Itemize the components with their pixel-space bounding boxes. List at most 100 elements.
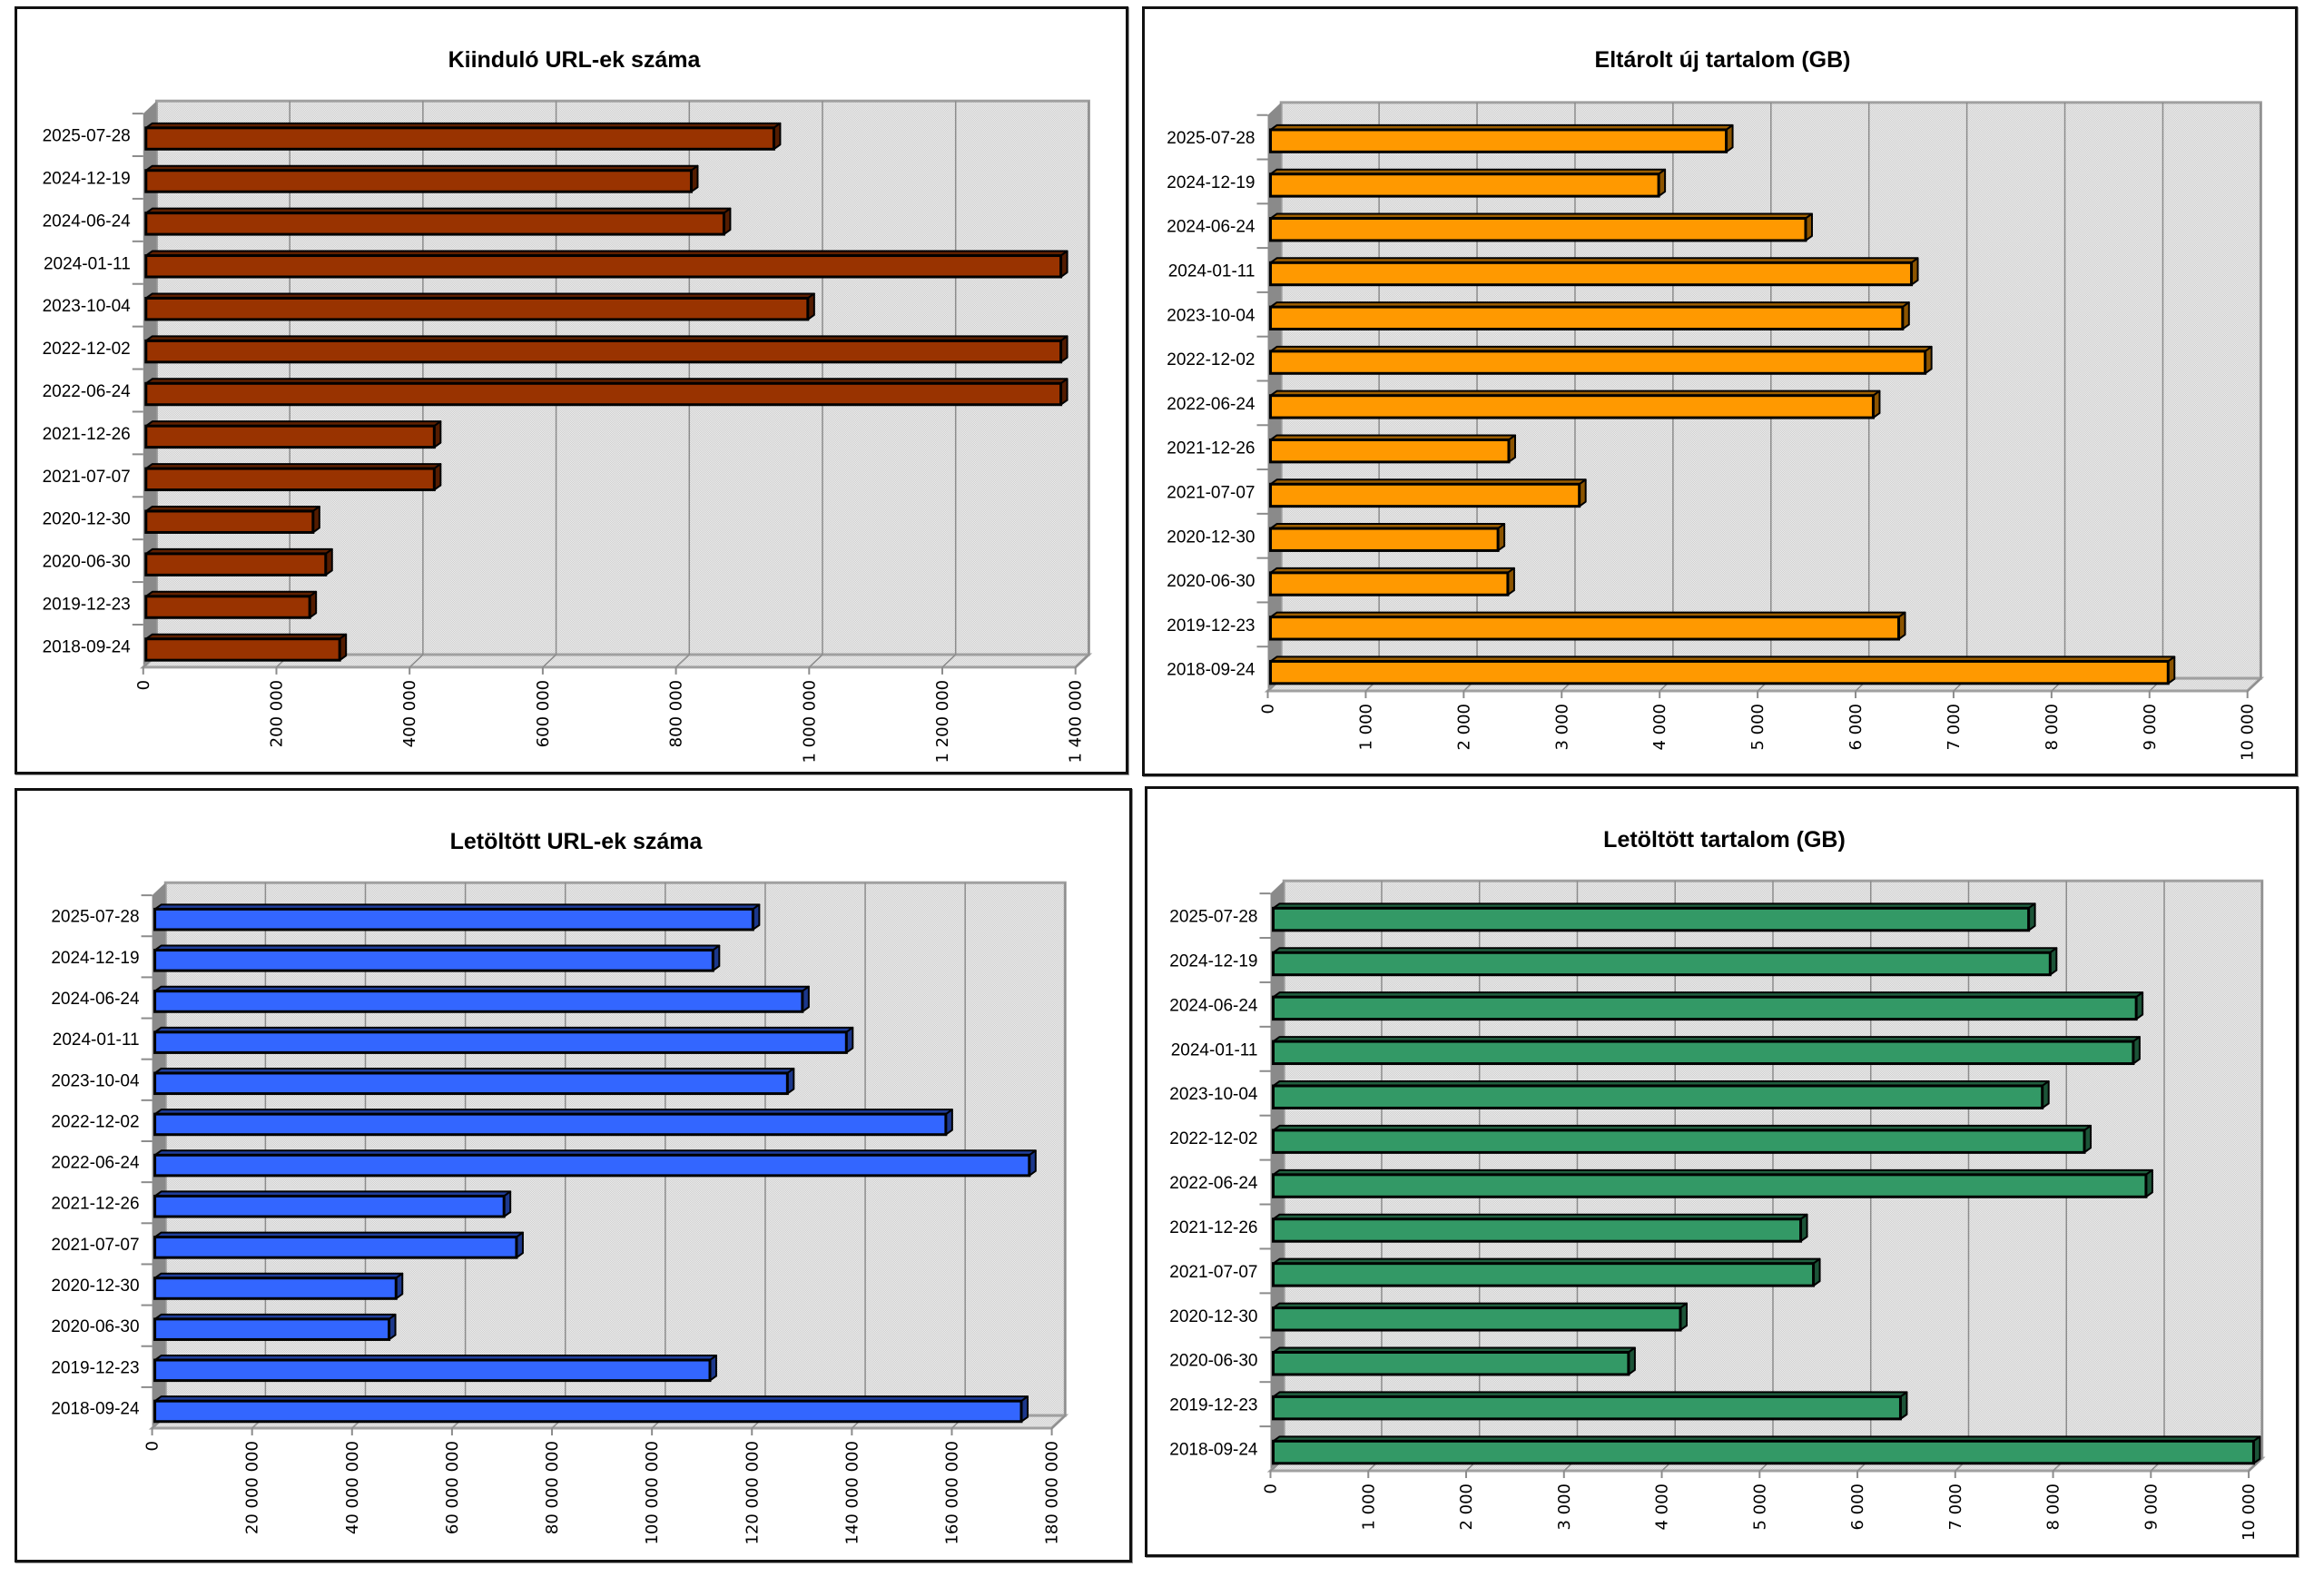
bar <box>153 903 761 932</box>
y-category-label: 2024-12-19 <box>43 169 131 188</box>
bar <box>1272 1124 2093 1154</box>
y-category-label: 2020-12-30 <box>1167 527 1255 547</box>
chart-panel-eltarolt-uj-tartalom: Eltárolt új tartalom (GB) 0 1 000 2 000 3 00… <box>1142 6 2298 776</box>
bar-front-face <box>144 339 1063 364</box>
chart-panel-letoltott-url: Letöltött URL-ek száma 0 20 000 000 40 000 … <box>15 788 1132 1562</box>
bar <box>144 420 442 449</box>
bar-front-face <box>153 949 714 972</box>
bar <box>153 1395 1029 1424</box>
x-tick-label: 9 000 <box>2142 1484 2161 1531</box>
bar <box>1272 1257 1821 1287</box>
y-category-label: 2021-12-26 <box>1169 1218 1257 1237</box>
y-category-label: 2023-10-04 <box>1167 306 1256 325</box>
bar <box>1269 567 1515 596</box>
y-category-label: 2021-07-07 <box>1167 483 1255 502</box>
bar-front-face <box>1272 1040 2135 1066</box>
y-category-label: 2021-12-26 <box>1167 439 1255 458</box>
bar-front-face <box>1269 261 1914 287</box>
x-tick-label: 0 <box>143 1441 162 1451</box>
chart-kiindulo-url: Kiinduló URL-ek száma 0 200 000 400 000 600 … <box>43 47 1093 764</box>
x-tick-label: 180 000 000 <box>1043 1441 1062 1545</box>
y-category-label: 2022-06-24 <box>1167 395 1256 414</box>
bar <box>144 547 333 577</box>
bar-front-face <box>144 509 315 534</box>
bar-front-face <box>1272 995 2138 1021</box>
x-tick-label: 4 000 <box>1650 704 1669 751</box>
y-category-label: 2018-09-24 <box>43 637 132 656</box>
x-tick-label: 10 000 <box>2239 704 2258 761</box>
x-tick-label: 3 000 <box>1555 1484 1574 1531</box>
floor-gridline <box>675 654 690 668</box>
x-tick-label: 1 400 000 <box>1067 680 1086 764</box>
bar <box>1269 345 1933 375</box>
y-category-label: 2020-12-30 <box>1169 1307 1257 1326</box>
y-category-label: 2024-01-11 <box>53 1030 140 1050</box>
y-category-label: 2025-07-28 <box>43 127 131 146</box>
x-tick-label: 40 000 000 <box>343 1441 362 1534</box>
bar-front-face <box>1272 906 2031 932</box>
bar <box>144 378 1068 407</box>
chart-title: Eltárolt új tartalom (GB) <box>1595 47 1851 73</box>
bar-front-face <box>1272 1439 2255 1465</box>
x-tick-label: 160 000 000 <box>942 1441 961 1545</box>
chart-panel-letoltott-tartalom: Letöltött tartalom (GB) 0 1 000 2 000 3 000 4… <box>1145 786 2299 1557</box>
bar-front-face <box>1272 1173 2148 1198</box>
floor-gridline <box>2248 1457 2263 1472</box>
chart-title: Letöltött tartalom (GB) <box>1603 827 1846 853</box>
bar <box>1269 168 1667 198</box>
bar <box>144 164 699 193</box>
bar-front-face <box>1269 616 1901 641</box>
bar <box>1269 301 1910 330</box>
y-category-label: 2024-12-19 <box>1167 173 1255 192</box>
bar <box>153 985 810 1013</box>
chart-letoltott-url: Letöltött URL-ek száma 0 20 000 000 40 000 … <box>51 829 1069 1545</box>
x-tick-label: 6 000 <box>1846 704 1866 751</box>
bar-front-face <box>1269 350 1927 375</box>
bar-front-face <box>144 254 1063 279</box>
chart-letoltott-tartalom: Letöltött tartalom (GB) 0 1 000 2 000 3 000 4… <box>1169 827 2266 1541</box>
bar <box>144 463 442 492</box>
bar <box>1269 478 1587 508</box>
bar-front-face <box>144 424 436 449</box>
y-category-label: 2024-06-24 <box>43 212 132 231</box>
y-category-label: 2021-07-07 <box>51 1236 139 1255</box>
bar <box>1272 1036 2141 1066</box>
y-category-label: 2022-12-02 <box>51 1112 139 1131</box>
bar-front-face <box>144 126 775 151</box>
y-category-label: 2021-12-26 <box>51 1195 139 1214</box>
x-tick-label: 200 000 <box>267 680 286 747</box>
bar <box>1272 991 2144 1021</box>
bar <box>144 207 732 236</box>
y-category-label: 2021-07-07 <box>1169 1263 1257 1282</box>
y-category-label: 2024-01-11 <box>1168 262 1256 281</box>
y-category-label: 2022-06-24 <box>51 1154 140 1173</box>
y-category-label: 2025-07-28 <box>1167 129 1255 148</box>
y-category-label: 2019-12-23 <box>51 1358 139 1377</box>
bar-front-face <box>153 1112 948 1137</box>
y-category-label: 2021-12-26 <box>43 425 131 444</box>
bar-front-face <box>1272 1129 2086 1154</box>
bar-front-face <box>1272 1084 2044 1109</box>
bar-front-face <box>1269 527 1500 552</box>
y-category-label: 2020-06-30 <box>51 1317 139 1336</box>
y-category-label: 2025-07-28 <box>51 908 139 927</box>
x-tick-label: 5 000 <box>1748 704 1768 751</box>
x-tick-label: 5 000 <box>1750 1484 1769 1531</box>
y-category-label: 2019-12-23 <box>43 596 131 615</box>
bar-front-face <box>144 381 1063 407</box>
y-category-label: 2024-01-11 <box>44 254 131 273</box>
y-category-label: 2022-06-24 <box>1169 1174 1258 1193</box>
bar <box>144 250 1068 279</box>
chart-title: Letöltött URL-ek száma <box>450 829 704 854</box>
x-tick-label: 80 000 000 <box>543 1441 562 1534</box>
y-category-label: 2023-10-04 <box>51 1071 140 1090</box>
bar-front-face <box>144 552 328 577</box>
bar <box>1272 902 2036 932</box>
bar-front-face <box>153 907 754 932</box>
x-tick-label: 1 000 <box>1359 1484 1378 1531</box>
floor-gridline <box>542 654 557 668</box>
bar-front-face <box>1272 1262 1816 1287</box>
bar-front-face <box>153 1358 712 1383</box>
bar <box>1272 1079 2050 1109</box>
y-category-label: 2019-12-23 <box>1167 616 1255 636</box>
